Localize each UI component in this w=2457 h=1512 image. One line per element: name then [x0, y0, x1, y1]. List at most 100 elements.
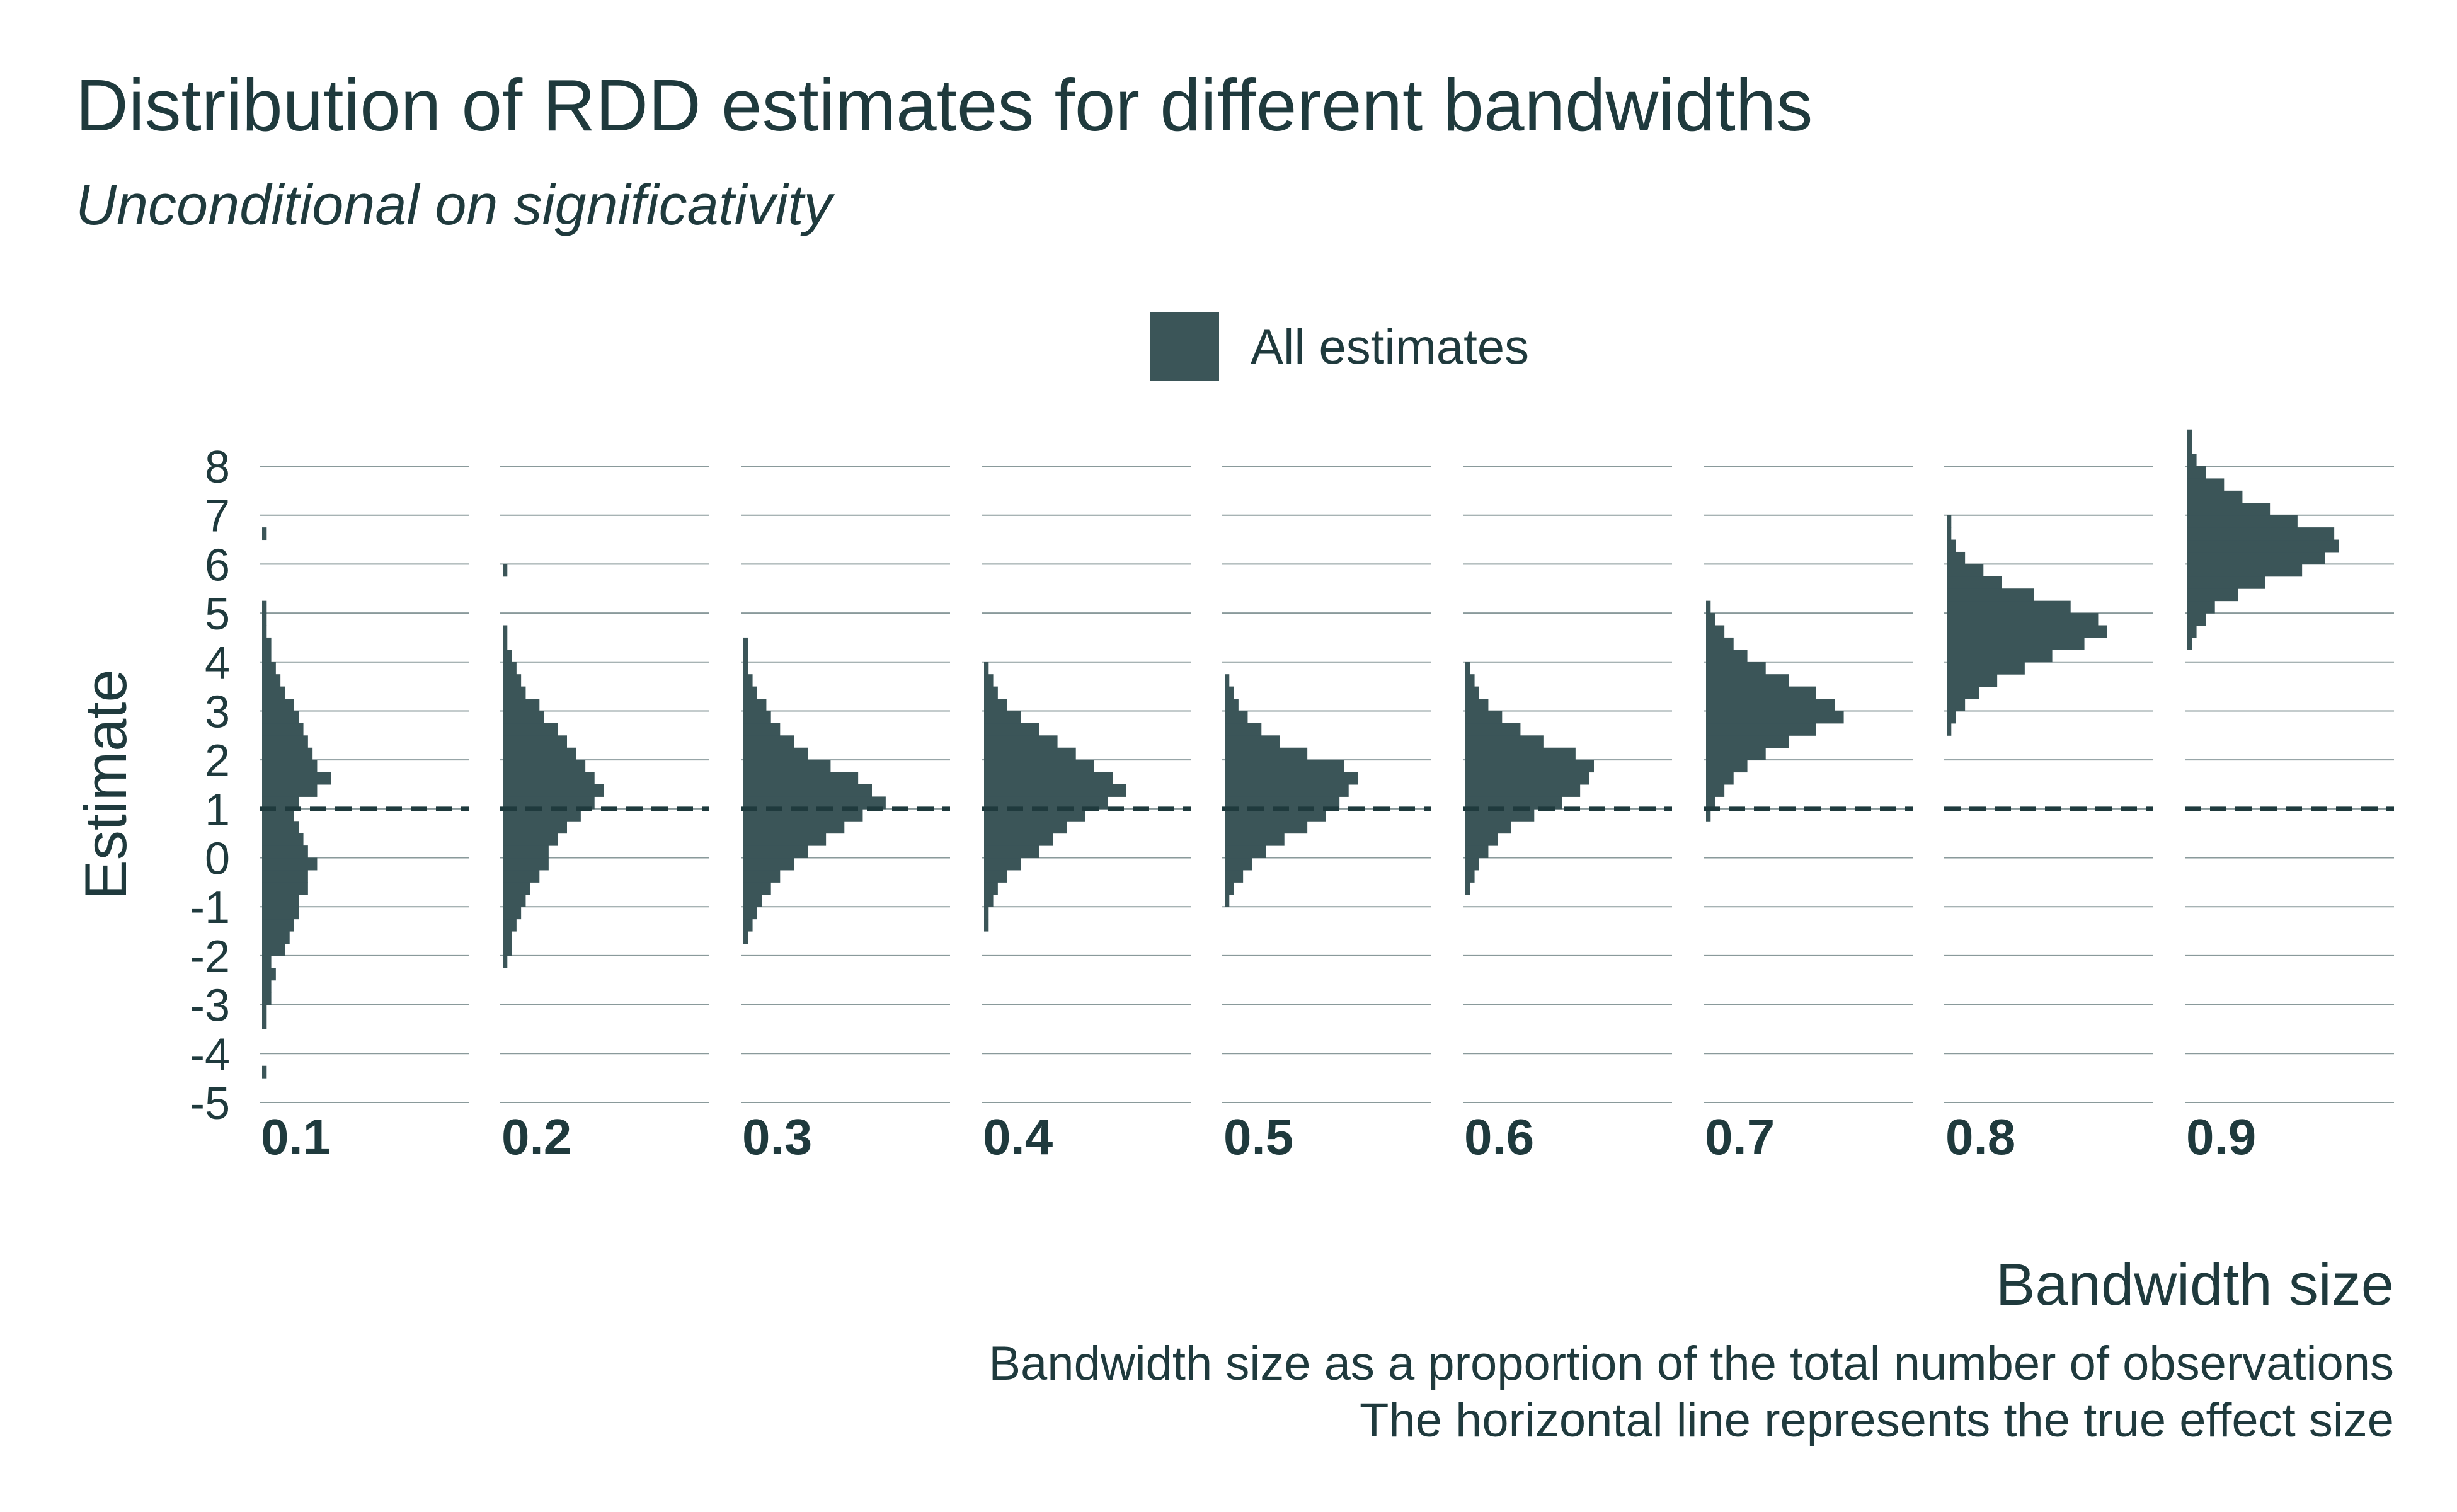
histogram-bar — [1706, 723, 1816, 736]
histogram-bar — [2187, 527, 2335, 541]
histogram-bar — [1947, 576, 2002, 589]
facet-label: 0.6 — [1464, 1109, 1534, 1165]
histogram-bar — [984, 894, 994, 907]
histogram-bar — [503, 625, 508, 638]
histogram-bar — [262, 662, 276, 675]
histogram-bar — [1465, 796, 1562, 810]
histogram-bar — [984, 674, 994, 687]
histogram-bar — [262, 907, 299, 920]
histogram-bar — [262, 699, 294, 711]
histogram-bar — [984, 686, 998, 699]
histogram-bar — [1706, 674, 1789, 687]
histogram-bar — [503, 772, 595, 785]
histogram-bar — [984, 784, 1126, 797]
histogram-bar — [262, 992, 272, 1005]
y-tick-label: -3 — [190, 981, 230, 1031]
histogram-bar — [1706, 711, 1844, 724]
histogram-bar — [262, 857, 318, 871]
histogram-bar — [743, 760, 831, 773]
histogram-bar — [1947, 711, 1956, 724]
histogram-bar — [743, 931, 748, 944]
histogram-bar — [984, 772, 1113, 785]
histogram-bar — [1465, 833, 1498, 846]
histogram-bar — [1706, 772, 1734, 785]
caption: Bandwidth size as a proportion of the to… — [988, 1336, 2394, 1449]
histogram-bar — [2187, 466, 2206, 479]
histogram-bar — [743, 808, 863, 822]
histogram-bar — [1947, 686, 1979, 699]
histogram-bar — [2187, 503, 2271, 516]
caption-line-1: Bandwidth size as a proportion of the to… — [988, 1337, 2394, 1390]
histogram-bar — [2187, 454, 2197, 467]
histogram-bar — [1225, 723, 1262, 736]
histogram-bar — [1947, 527, 1952, 541]
facet-0.4: 0.4 — [982, 466, 1191, 1165]
histogram-bar — [2187, 637, 2192, 650]
histogram-bar — [262, 527, 267, 541]
y-tick-label: 2 — [205, 736, 230, 786]
histogram-bar — [262, 784, 318, 797]
histogram-bar — [262, 894, 299, 907]
histogram-bar — [1225, 699, 1239, 711]
histogram-bar — [1465, 723, 1521, 736]
histogram-bar — [262, 796, 299, 810]
y-tick-label: 6 — [205, 540, 230, 590]
y-axis-label: Estimate — [72, 669, 139, 900]
facet-label: 0.2 — [501, 1109, 571, 1165]
histogram-bar — [984, 711, 1021, 724]
facet-0.6: 0.6 — [1463, 466, 1672, 1165]
histogram-bar — [984, 735, 1058, 748]
y-tick-label: 4 — [205, 638, 230, 689]
histogram-bar — [1706, 600, 1711, 614]
histogram-bar — [2187, 490, 2243, 503]
histogram-bar — [743, 735, 794, 748]
histogram-bar — [743, 747, 808, 760]
histogram-bar — [262, 821, 299, 834]
histogram-bar — [1706, 662, 1766, 675]
histogram-bar — [262, 723, 304, 736]
facet-label: 0.4 — [983, 1109, 1053, 1165]
histogram-bar — [503, 796, 595, 810]
y-tick-label: 3 — [205, 687, 230, 737]
y-tick-label: 7 — [205, 491, 230, 542]
histogram-bar — [1465, 882, 1470, 895]
facet-0.3: 0.3 — [741, 466, 950, 1165]
histogram-bar — [743, 650, 748, 663]
histogram-bar — [262, 808, 294, 822]
histogram-bar — [743, 674, 753, 687]
facet-0.5: 0.5 — [1222, 466, 1431, 1165]
histogram-bar — [2187, 564, 2303, 577]
histogram-bar — [503, 637, 508, 650]
legend: All estimates — [1150, 312, 1529, 381]
histogram-bar — [262, 943, 285, 956]
histogram-bar — [1706, 808, 1711, 822]
histogram-bar — [2187, 625, 2197, 638]
histogram-bar — [262, 1004, 267, 1017]
histogram-bar — [1465, 686, 1479, 699]
histogram-bar — [262, 735, 308, 748]
facet-0.2: 0.2 — [500, 466, 709, 1165]
histogram-bar — [262, 845, 308, 859]
facet-label: 0.5 — [1223, 1109, 1293, 1165]
histogram-bar — [262, 613, 267, 626]
histogram-bar — [1465, 784, 1581, 797]
histogram-bar — [1947, 588, 2034, 602]
histogram-bar — [743, 784, 872, 797]
facet-0.9: 0.9 — [2185, 429, 2394, 1165]
histogram-bar — [1225, 857, 1252, 871]
histogram-bar — [503, 931, 512, 944]
chart-title: Distribution of RDD estimates for differ… — [76, 64, 1813, 146]
histogram-bar — [1465, 808, 1535, 822]
histogram-bar — [984, 747, 1076, 760]
histogram-bar — [1947, 551, 1966, 564]
histogram-bar — [1225, 808, 1326, 822]
facet-label: 0.3 — [742, 1109, 812, 1165]
histogram-bar — [1225, 711, 1248, 724]
histogram-bar — [984, 796, 1108, 810]
histogram-bar — [743, 796, 886, 810]
histogram-bar — [743, 637, 748, 650]
histogram-bar — [503, 723, 558, 736]
histogram-bar — [1706, 637, 1734, 650]
histogram-bar — [1465, 674, 1475, 687]
